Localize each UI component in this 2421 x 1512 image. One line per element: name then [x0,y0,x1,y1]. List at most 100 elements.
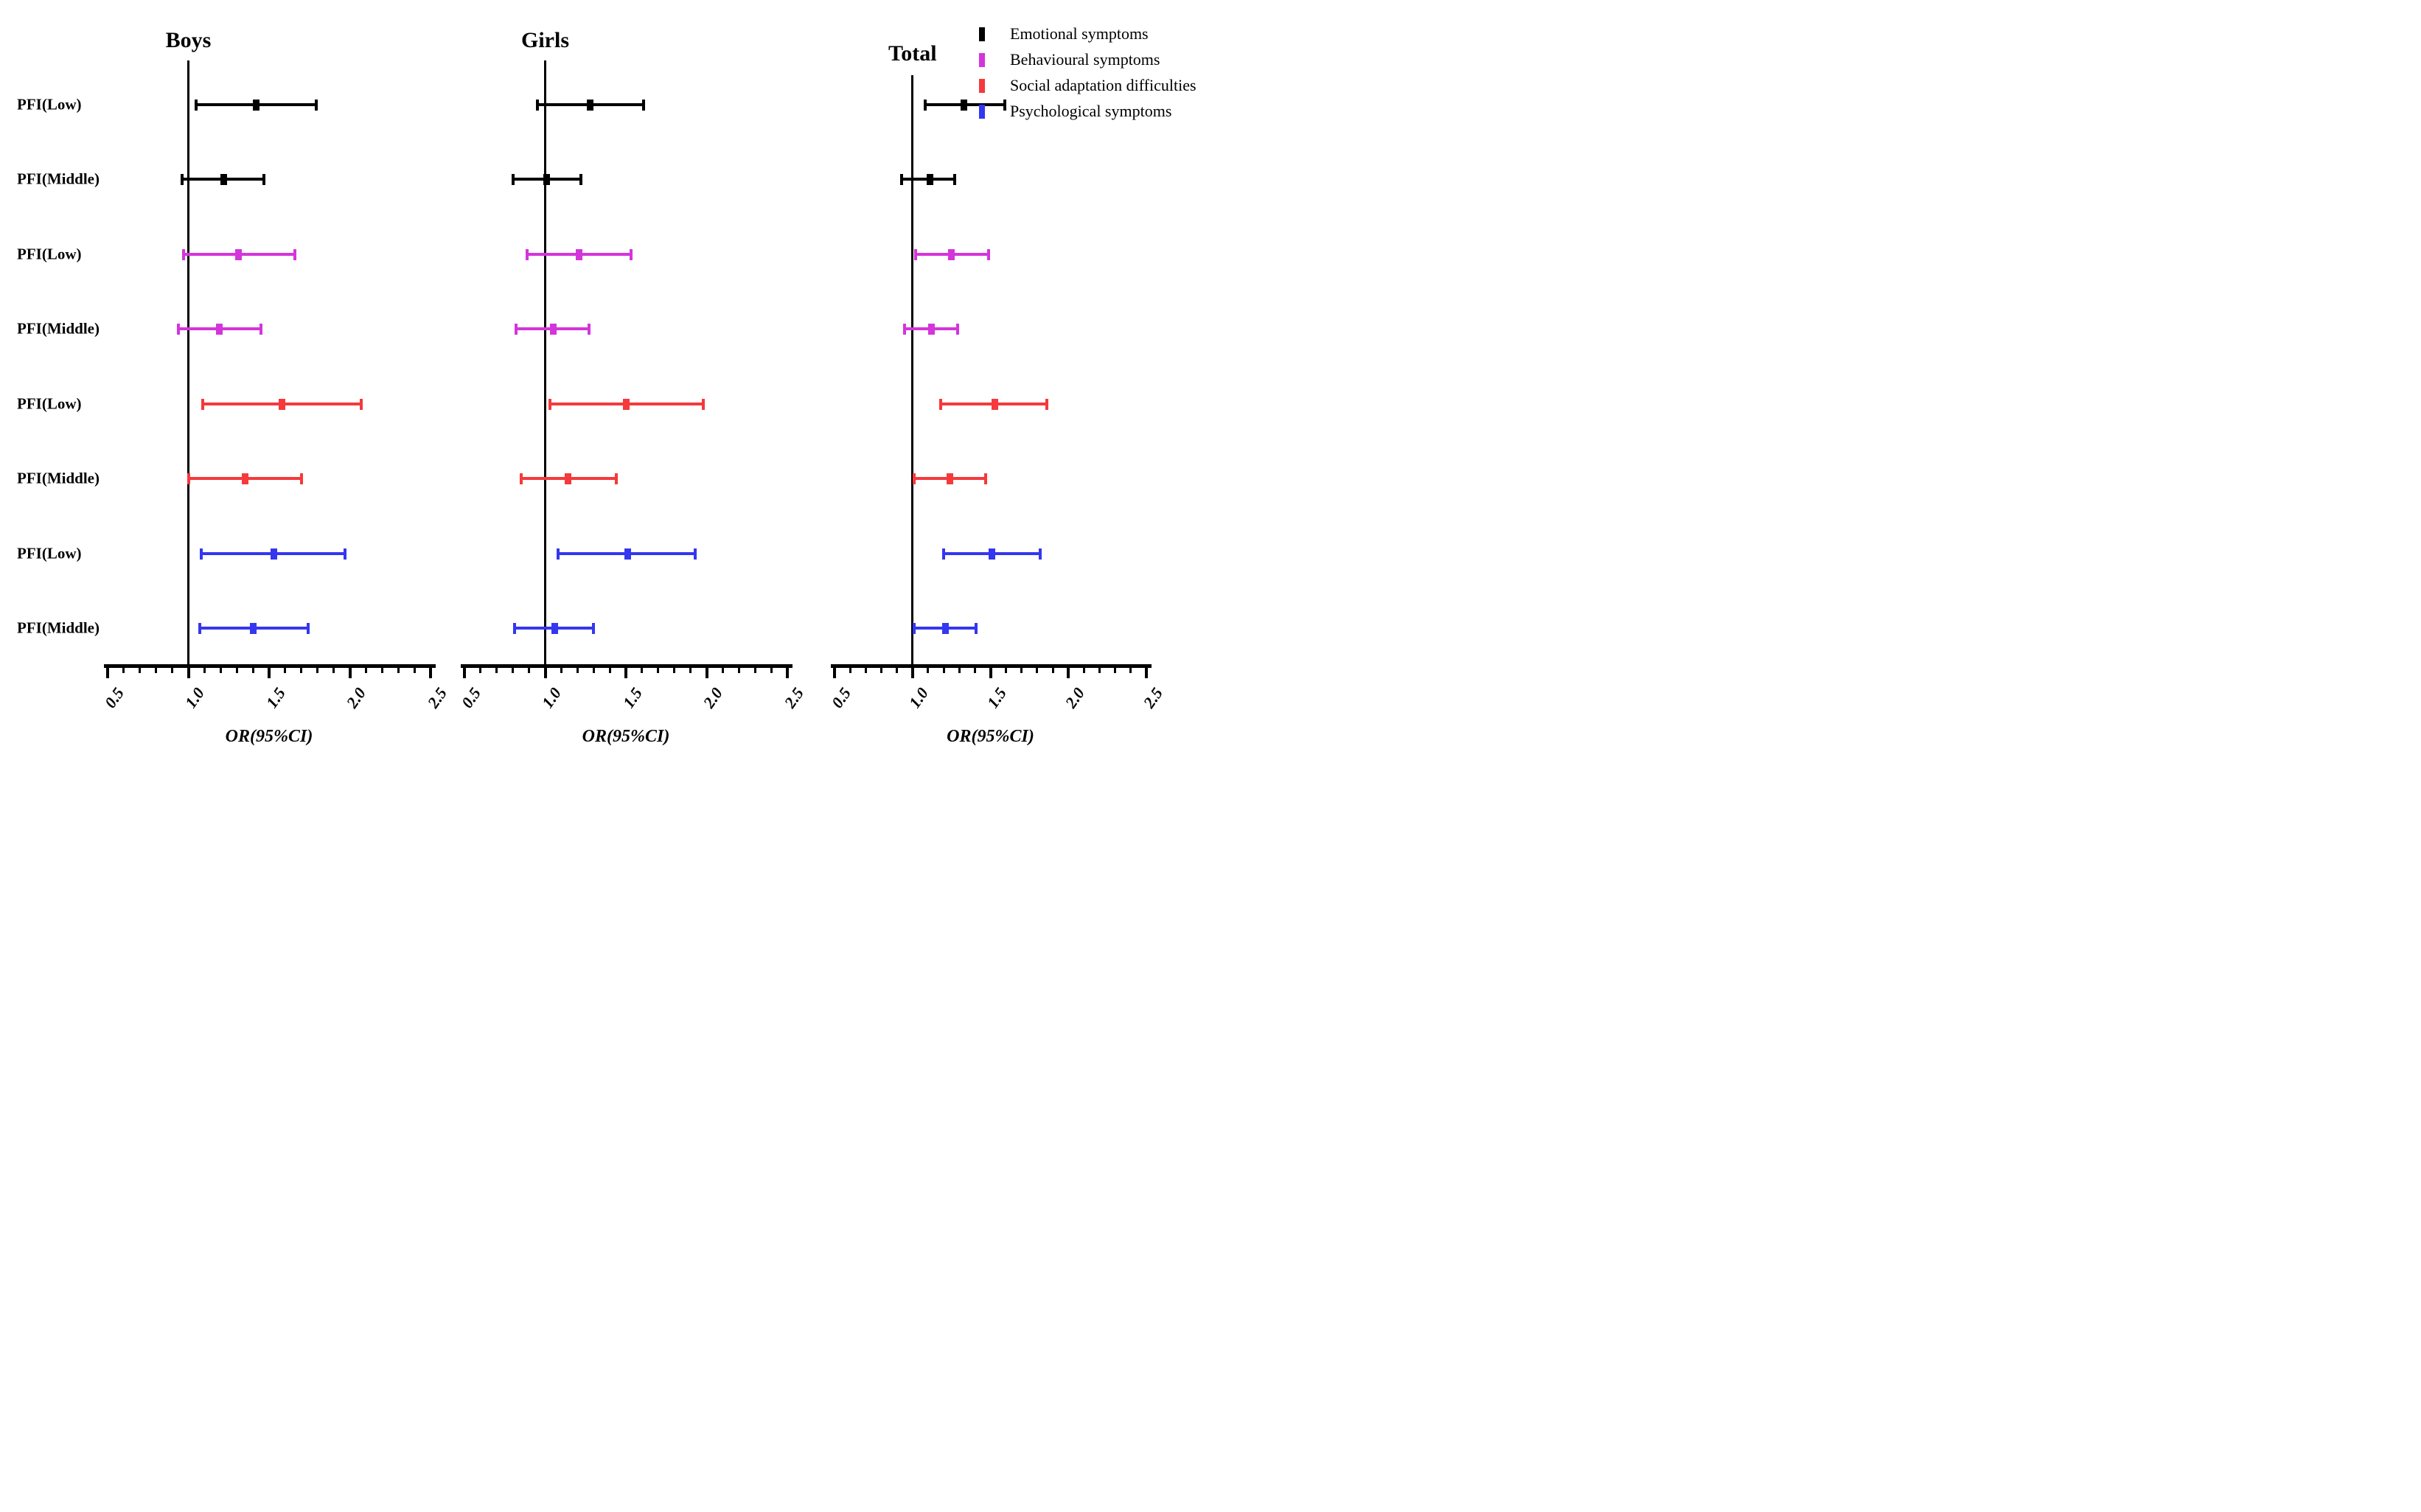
ci-cap-high [614,473,618,484]
x-axis-minor-tick [284,666,287,673]
legend-label: Psychological symptoms [1010,102,1172,120]
x-axis-major-tick [1067,666,1070,678]
legend-swatch [979,52,985,67]
or-point-marker [989,548,996,560]
x-axis-major-tick [705,666,708,678]
x-axis-major-tick [463,666,466,678]
ci-cap-low [195,99,198,111]
x-axis-minor-tick [958,666,961,673]
x-axis-minor-tick [641,666,644,673]
panel-title-girls: Girls [521,28,569,52]
x-axis-minor-tick [251,666,254,673]
x-axis-major-tick [187,666,190,678]
ci-cap-high [293,248,297,260]
x-axis-minor-tick [592,666,595,673]
or-point-marker [948,248,955,260]
reference-line [544,60,546,666]
legend-label: Social adaptation difficulties [1010,76,1196,94]
or-point-marker [220,173,228,185]
reference-line [911,75,914,666]
ci-cap-low [548,398,552,410]
x-axis-minor-tick [139,666,142,673]
x-axis-tick-label: 0.5 [100,684,128,711]
x-axis-minor-tick [171,666,174,673]
or-point-marker [252,99,259,111]
x-axis-tick-label: 2.5 [1139,684,1166,711]
panel-title-total: Total [888,41,937,66]
x-axis-title: OR(95%CI) [225,727,313,746]
legend-label: Emotional symptoms [1010,24,1149,43]
x-axis-tick-label: 0.5 [457,684,484,711]
ci-cap-low [177,323,181,335]
ci-cap-low [535,99,539,111]
x-axis-minor-tick [864,666,867,673]
x-axis-minor-tick [737,666,740,673]
ci-cap-low [526,248,529,260]
ci-cap-high [629,248,633,260]
row-label: PFI(Low) [17,394,82,413]
x-axis-tick-label: 1.0 [181,684,208,711]
x-axis-tick-label: 2.0 [342,684,369,711]
or-point-marker [271,548,278,560]
x-axis-minor-tick [316,666,319,673]
x-axis-tick-label: 2.5 [780,684,807,711]
ci-cap-high [702,398,706,410]
ci-cap-low [899,173,903,185]
ci-cap-high [975,622,978,634]
ci-cap-low [942,548,946,560]
x-axis-minor-tick [300,666,303,673]
x-axis-minor-tick [1051,666,1054,673]
forest-plot-figure: Boys 0.5 1.0 1.5 2.0 2.5 OR(95%CI) PFI(Low) PFI(… [0,0,1210,756]
ci-cap-high [314,99,318,111]
or-point-marker [249,622,257,634]
x-axis-major-tick [910,666,914,678]
ci-cap-low [912,622,916,634]
x-axis-minor-tick [770,666,773,673]
x-axis-minor-tick [122,666,125,673]
or-point-marker [575,248,582,260]
x-axis-minor-tick [219,666,222,673]
or-point-marker [549,323,557,335]
ci-cap-high [343,548,346,560]
x-axis-minor-tick [380,666,383,673]
x-axis-minor-tick [1082,666,1085,673]
x-axis-minor-tick [1005,666,1008,673]
x-axis-minor-tick [235,666,238,673]
x-axis-major-tick [833,666,836,678]
x-axis-minor-tick [973,666,976,673]
x-axis-minor-tick [1114,666,1117,673]
legend-label: Behavioural symptoms [1010,50,1160,69]
or-point-marker [941,622,949,634]
x-axis-minor-tick [849,666,851,673]
x-axis-minor-tick [413,666,416,673]
x-axis-major-tick [106,666,109,678]
row-label: PFI(Middle) [17,170,100,188]
x-axis-line [831,664,1152,668]
x-axis-minor-tick [1020,666,1023,673]
ci-cap-low [557,548,560,560]
ci-cap-high [1045,398,1048,410]
ci-cap-high [299,473,303,484]
x-axis-minor-tick [495,666,498,673]
or-point-marker [624,548,631,560]
x-axis-minor-tick [689,666,692,673]
x-axis-minor-tick [332,666,335,673]
ci-cap-low [200,548,203,560]
or-point-marker [241,473,248,484]
x-axis-minor-tick [203,666,206,673]
x-axis-minor-tick [528,666,531,673]
x-axis-tick-label: 0.5 [827,684,854,711]
ci-cap-high [952,173,956,185]
ci-cap-high [259,323,263,335]
x-axis-minor-tick [364,666,367,673]
x-axis-tick-label: 1.5 [983,684,1010,711]
ci-cap-low [913,248,917,260]
ci-cap-low [180,173,184,185]
or-point-marker [992,398,999,410]
x-axis-minor-tick [942,666,945,673]
x-axis-minor-tick [753,666,756,673]
row-label: PFI(Low) [17,245,82,263]
x-axis-minor-tick [896,666,899,673]
ci-cap-low [511,173,515,185]
x-axis-minor-tick [927,666,930,673]
